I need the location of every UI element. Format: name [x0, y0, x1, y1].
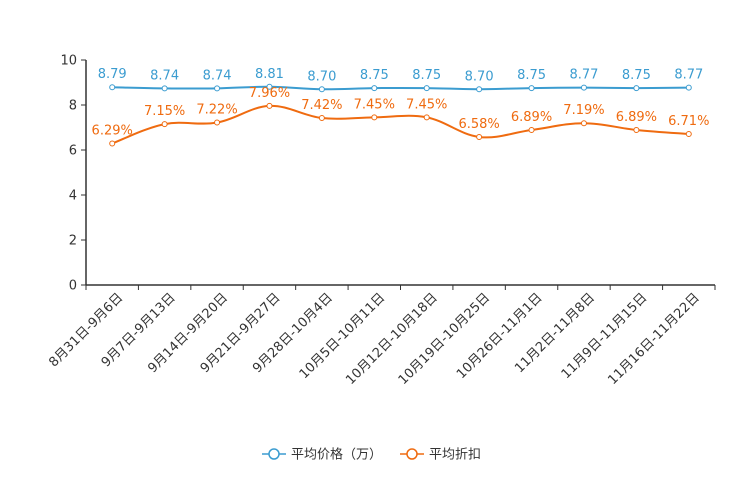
data-label: 7.45% — [354, 97, 395, 112]
data-point[interactable] — [371, 114, 378, 121]
data-label: 8.75 — [622, 68, 651, 83]
data-point[interactable] — [580, 120, 587, 127]
data-point[interactable] — [266, 102, 273, 109]
data-point[interactable] — [423, 114, 430, 121]
data-point[interactable] — [214, 119, 221, 126]
legend-label: 平均价格（万） — [291, 447, 382, 463]
series-line — [112, 85, 689, 91]
data-point[interactable] — [109, 140, 116, 147]
data-point[interactable] — [318, 86, 325, 93]
data-point[interactable] — [633, 126, 640, 133]
data-label: 7.19% — [563, 103, 604, 118]
data-point[interactable] — [476, 86, 483, 93]
y-tick-label: 0 — [69, 279, 77, 294]
data-label: 8.75 — [412, 68, 441, 83]
data-label: 8.74 — [203, 68, 232, 83]
data-point[interactable] — [528, 126, 535, 133]
data-point[interactable] — [161, 85, 168, 92]
data-point[interactable] — [214, 85, 221, 92]
y-tick-label: 2 — [69, 234, 77, 249]
data-label: 8.81 — [255, 67, 284, 82]
data-label: 6.71% — [668, 114, 709, 129]
x-tick-label: 10月19日-10月25日 — [396, 290, 493, 387]
data-label: 8.70 — [307, 69, 336, 84]
legend-marker-icon — [268, 448, 280, 460]
data-label: 8.79 — [98, 67, 127, 82]
data-point[interactable] — [685, 84, 692, 91]
data-point[interactable] — [161, 121, 168, 128]
data-label: 6.89% — [511, 110, 552, 125]
data-label: 8.77 — [674, 68, 703, 83]
data-label: 8.77 — [569, 68, 598, 83]
data-label: 8.70 — [465, 69, 494, 84]
x-tick-label: 10月12日-10月18日 — [343, 290, 440, 387]
series-1: 8.79 8.74 8.74 8.81 8.70 8.75 8.75 8.70 8.75 8.77… — [98, 67, 703, 93]
chart-series: 8.79 8.74 8.74 8.81 8.70 8.75 8.75 8.70 8.75 8.77… — [92, 67, 709, 147]
legend-item-2[interactable]: 平均折扣 — [400, 448, 481, 463]
y-tick-label: 10 — [60, 54, 77, 69]
series-2: 6.29% 7.15% 7.22% 7.96% 7.42% 7.45% 7.45% 6.58%… — [92, 86, 709, 147]
y-tick-label: 4 — [69, 189, 77, 204]
y-tick-label: 6 — [69, 144, 77, 159]
data-label: 7.15% — [144, 104, 185, 119]
data-point[interactable] — [371, 85, 378, 92]
legend-marker-icon — [406, 448, 418, 460]
data-label: 8.75 — [360, 68, 389, 83]
data-label: 6.58% — [458, 117, 499, 132]
data-point[interactable] — [109, 84, 116, 91]
legend-label: 平均折扣 — [429, 448, 481, 463]
data-label: 6.29% — [92, 123, 133, 138]
data-label: 8.75 — [517, 68, 546, 83]
x-tick-label: 11月16日-11月22日 — [605, 290, 702, 387]
data-label: 7.22% — [196, 103, 237, 118]
data-point[interactable] — [476, 133, 483, 140]
data-label: 8.74 — [150, 68, 179, 83]
data-point[interactable] — [685, 131, 692, 138]
series-line — [111, 104, 689, 145]
legend-item-1[interactable]: 平均价格（万） — [262, 447, 382, 463]
data-point[interactable] — [423, 85, 430, 92]
data-label: 7.45% — [406, 97, 447, 112]
y-tick-label: 8 — [69, 99, 77, 114]
chart-legend[interactable]: 平均价格（万） 平均折扣 — [262, 447, 481, 463]
data-point[interactable] — [266, 83, 273, 90]
data-point[interactable] — [528, 85, 535, 92]
data-point[interactable] — [318, 115, 325, 122]
data-label: 7.42% — [301, 98, 342, 113]
data-point[interactable] — [633, 85, 640, 92]
data-point[interactable] — [580, 84, 587, 91]
data-label: 7.96% — [249, 86, 290, 101]
data-label: 6.89% — [616, 110, 657, 125]
